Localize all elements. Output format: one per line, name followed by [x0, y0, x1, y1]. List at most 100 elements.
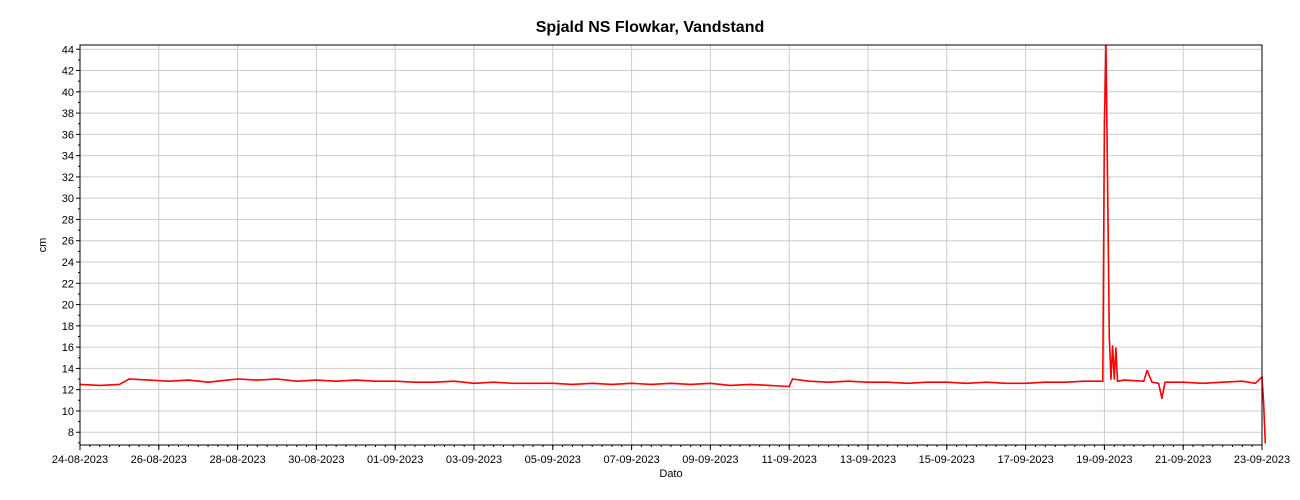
- data-point: [946, 381, 948, 384]
- data-point: [571, 383, 574, 386]
- data-point: [827, 381, 830, 384]
- y-tick-label: 34: [62, 151, 74, 163]
- y-tick-label: 22: [62, 278, 74, 290]
- data-point: [729, 384, 731, 387]
- x-tick-label: 30-08-2023: [288, 454, 344, 466]
- y-tick-label: 30: [62, 193, 74, 205]
- data-point: [709, 382, 712, 385]
- data-point: [335, 380, 337, 383]
- data-point: [1105, 45, 1107, 47]
- x-tick-label: 15-09-2023: [919, 454, 975, 466]
- grid-layer: [80, 45, 1262, 445]
- axes-layer: [76, 44, 1263, 450]
- data-point: [1182, 381, 1184, 384]
- y-tick-label: 26: [62, 236, 74, 248]
- data-point: [1161, 397, 1163, 400]
- x-tick-label: 28-08-2023: [209, 454, 265, 466]
- data-point: [808, 380, 810, 383]
- data-point: [227, 379, 229, 381]
- y-tick-label: 12: [62, 385, 74, 397]
- data-point: [1102, 380, 1104, 383]
- x-tick-label: 05-09-2023: [525, 454, 581, 466]
- data-point: [1044, 381, 1047, 384]
- data-point: [1241, 380, 1244, 383]
- y-tick-labels: 8 10 12 14 16 18 20 22 24 26 28 30 32 34 36 38 40 42 44: [62, 44, 74, 439]
- x-tick-label: 23-09-2023: [1234, 454, 1290, 466]
- data-point: [788, 385, 790, 388]
- y-tick-label: 40: [62, 87, 74, 99]
- x-tick-label: 03-09-2023: [446, 454, 502, 466]
- data-point: [1143, 380, 1145, 383]
- data-point: [630, 382, 633, 385]
- data-point: [650, 383, 653, 386]
- data-point: [1221, 381, 1224, 384]
- data-point: [148, 379, 150, 381]
- data-point: [118, 383, 121, 386]
- data-point: [1111, 345, 1114, 347]
- data-point: [1254, 382, 1257, 385]
- data-point: [1116, 380, 1119, 383]
- data-point: [847, 380, 850, 383]
- data-point: [1146, 369, 1148, 372]
- data-point: [532, 382, 534, 385]
- data-point: [591, 382, 593, 385]
- data-point: [98, 384, 101, 387]
- x-tick-labels: 24-08-2023 26-08-2023 28-08-2023 30-08-2023…: [52, 454, 1290, 466]
- x-tick-label: 21-09-2023: [1155, 454, 1211, 466]
- x-tick-label: 07-09-2023: [603, 454, 659, 466]
- data-point: [1113, 378, 1116, 380]
- data-point: [689, 383, 692, 386]
- data-point: [128, 378, 131, 380]
- data-point: [768, 384, 771, 387]
- data-point: [670, 382, 672, 385]
- data-point: [207, 381, 209, 384]
- y-tick-label: 36: [62, 129, 74, 141]
- data-point: [1151, 381, 1153, 384]
- x-tick-label: 11-09-2023: [761, 454, 816, 466]
- data-point: [295, 380, 298, 383]
- x-tick-label: 19-09-2023: [1076, 454, 1132, 466]
- chart-title: Spjald NS Flowkar, Vandstand: [535, 19, 765, 36]
- data-point: [1110, 378, 1112, 380]
- data-point: [374, 380, 377, 383]
- data-point: [414, 381, 416, 384]
- y-tick-label: 20: [62, 300, 74, 312]
- data-point: [1262, 401, 1265, 404]
- data-point: [1123, 379, 1125, 381]
- data-point: [1108, 335, 1111, 338]
- x-tick-label: 24-08-2023: [52, 454, 108, 466]
- data-point: [1106, 192, 1109, 194]
- data-point: [473, 382, 475, 385]
- y-tick-label: 44: [62, 44, 74, 56]
- data-point: [1064, 381, 1066, 384]
- data-point: [236, 378, 239, 380]
- y-tick-label: 28: [62, 214, 74, 226]
- data-point: [492, 381, 495, 384]
- data-point: [1083, 380, 1086, 383]
- x-tick-label: 26-08-2023: [131, 454, 187, 466]
- data-point: [886, 381, 889, 384]
- data-point: [1103, 122, 1106, 125]
- data-point: [1164, 381, 1166, 384]
- y-tick-label: 10: [62, 406, 74, 418]
- data-point: [1202, 382, 1204, 385]
- plot-border: [79, 44, 1263, 446]
- y-tick-label: 32: [62, 172, 74, 184]
- data-point: [906, 382, 909, 385]
- data-point: [749, 383, 751, 386]
- data-point: [276, 378, 278, 380]
- y-tick-label: 42: [62, 66, 74, 78]
- y-tick-label: 16: [62, 342, 74, 354]
- data-point: [552, 382, 554, 385]
- data-point: [1024, 382, 1027, 385]
- x-tick-label: 17-09-2023: [997, 454, 1053, 466]
- data-point: [315, 379, 318, 381]
- y-tick-label: 24: [62, 257, 74, 269]
- data-point: [453, 380, 456, 383]
- data-point: [926, 381, 928, 384]
- y-axis-label: cm: [37, 238, 49, 253]
- data-point: [791, 378, 794, 380]
- data-point: [867, 381, 869, 384]
- data-point: [1115, 347, 1117, 350]
